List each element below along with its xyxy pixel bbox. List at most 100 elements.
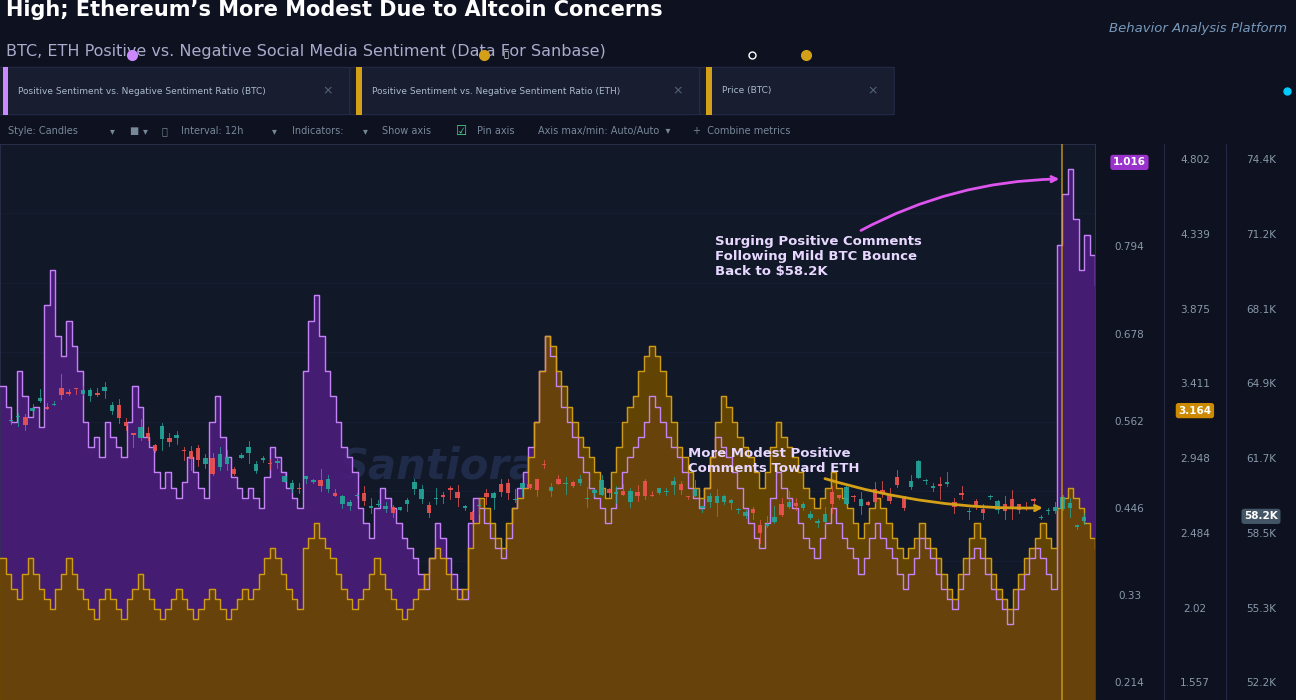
Bar xyxy=(550,487,553,491)
Bar xyxy=(95,393,100,395)
Bar xyxy=(9,419,13,421)
Bar xyxy=(131,433,136,435)
Text: 0.562: 0.562 xyxy=(1115,416,1144,427)
Text: 3.164: 3.164 xyxy=(1178,405,1212,416)
Text: Pin axis: Pin axis xyxy=(477,126,515,136)
Bar xyxy=(894,477,899,485)
Text: 58.5K: 58.5K xyxy=(1245,528,1277,539)
Bar xyxy=(1010,499,1015,508)
FancyBboxPatch shape xyxy=(0,67,350,115)
Bar xyxy=(534,480,539,489)
Bar xyxy=(772,517,776,522)
Bar xyxy=(477,505,481,506)
Text: Style: Candles: Style: Candles xyxy=(8,126,78,136)
Bar xyxy=(226,457,229,464)
Bar xyxy=(404,500,410,503)
Bar xyxy=(145,433,150,437)
Text: More Modest Positive
Comments Toward ETH: More Modest Positive Comments Toward ETH xyxy=(688,447,1039,511)
Text: 🔒: 🔒 xyxy=(504,50,509,59)
Bar xyxy=(167,438,171,442)
Bar xyxy=(398,507,402,510)
Bar xyxy=(801,504,805,508)
Bar xyxy=(945,482,950,484)
Bar xyxy=(629,491,632,502)
Bar xyxy=(505,483,511,493)
Bar xyxy=(110,405,114,412)
Bar xyxy=(635,492,640,496)
Bar xyxy=(80,390,86,394)
Text: ■: ■ xyxy=(130,126,139,136)
Bar xyxy=(434,498,438,499)
Text: Santiora: Santiora xyxy=(338,445,538,487)
Bar xyxy=(45,407,49,409)
FancyBboxPatch shape xyxy=(700,67,894,115)
Bar xyxy=(959,493,964,495)
Bar xyxy=(240,455,244,458)
Text: 3.875: 3.875 xyxy=(1179,304,1210,315)
Text: 3.411: 3.411 xyxy=(1179,379,1210,389)
Bar xyxy=(614,492,618,494)
Bar xyxy=(722,496,726,502)
Bar xyxy=(362,493,365,501)
Bar xyxy=(765,524,770,526)
Bar xyxy=(139,427,143,438)
Text: 68.1K: 68.1K xyxy=(1245,304,1277,315)
Text: High; Ethereum’s More Modest Due to Altcoin Concerns: High; Ethereum’s More Modest Due to Altc… xyxy=(6,0,664,20)
Bar xyxy=(23,417,27,425)
Text: 52.2K: 52.2K xyxy=(1245,678,1277,688)
Text: 4.802: 4.802 xyxy=(1181,155,1209,165)
Bar xyxy=(102,388,106,391)
Bar xyxy=(758,525,762,533)
Bar xyxy=(254,464,258,471)
Bar xyxy=(1068,503,1072,507)
Text: Positive Sentiment vs. Negative Sentiment Ratio (ETH): Positive Sentiment vs. Negative Sentimen… xyxy=(372,87,621,95)
Bar xyxy=(657,488,661,493)
Bar xyxy=(499,484,503,492)
Bar xyxy=(124,422,128,426)
Bar xyxy=(815,522,820,523)
Bar xyxy=(311,480,316,482)
Text: Interval: 12h: Interval: 12h xyxy=(181,126,244,136)
Bar xyxy=(420,489,424,499)
Text: 64.9K: 64.9K xyxy=(1245,379,1277,389)
Bar xyxy=(218,454,222,468)
Bar xyxy=(1032,499,1036,501)
Text: 0.794: 0.794 xyxy=(1115,242,1144,253)
Bar xyxy=(325,479,330,489)
Bar xyxy=(607,489,610,493)
Bar xyxy=(787,503,791,507)
Bar xyxy=(995,500,1001,510)
Bar xyxy=(714,496,719,503)
Text: ×: × xyxy=(673,85,683,97)
Bar xyxy=(564,483,568,484)
Bar xyxy=(448,489,452,490)
Text: 1.016: 1.016 xyxy=(1113,158,1146,167)
Text: ⬜: ⬜ xyxy=(162,126,168,136)
Bar xyxy=(908,481,914,487)
Bar xyxy=(196,448,201,460)
Bar xyxy=(570,482,575,486)
Bar xyxy=(823,514,827,522)
Bar xyxy=(578,479,582,483)
Bar xyxy=(750,509,756,512)
Bar xyxy=(463,505,467,508)
Bar xyxy=(643,482,647,496)
Bar xyxy=(556,479,561,484)
Text: 0.214: 0.214 xyxy=(1115,678,1144,688)
Bar xyxy=(1038,517,1043,519)
Bar xyxy=(542,464,546,466)
Bar xyxy=(621,491,626,495)
Bar xyxy=(355,494,359,496)
Bar xyxy=(52,404,57,405)
Text: 2.02: 2.02 xyxy=(1183,603,1207,614)
Bar xyxy=(181,450,187,451)
Bar xyxy=(706,67,712,115)
Text: 74.4K: 74.4K xyxy=(1245,155,1277,165)
Text: 1.557: 1.557 xyxy=(1179,678,1210,688)
Bar xyxy=(671,481,675,485)
Bar xyxy=(1003,503,1007,512)
Bar xyxy=(319,480,323,486)
Bar xyxy=(1074,525,1080,527)
Text: ▾: ▾ xyxy=(272,126,277,136)
Text: BTC, ETH Positive vs. Negative Social Media Sentiment (Data For Sanbase): BTC, ETH Positive vs. Negative Social Me… xyxy=(6,44,607,59)
